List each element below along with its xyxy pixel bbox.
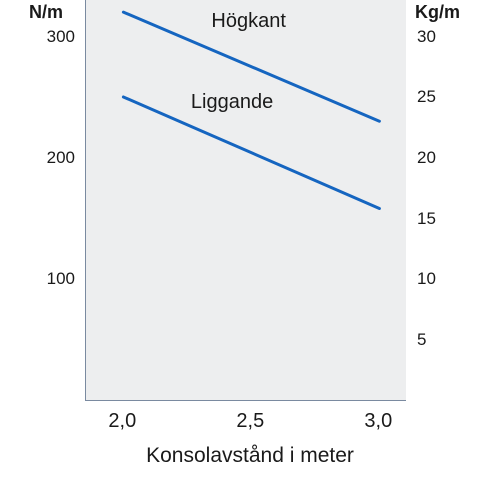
series-label: Högkant [211, 10, 286, 33]
left-tick-label: 300 [0, 27, 75, 47]
right-tick-label: 5 [417, 330, 426, 350]
right-tick-label: 15 [417, 209, 436, 229]
x-tick-label: 3,0 [364, 410, 392, 433]
right-tick-label: 20 [417, 148, 436, 168]
series-label: Liggande [191, 91, 273, 114]
left-tick-label: 100 [0, 269, 75, 289]
x-tick-label: 2,5 [236, 410, 264, 433]
load-chart: N/m Kg/m Konsolavstånd i meter 300200100… [0, 0, 500, 500]
right-tick-label: 10 [417, 269, 436, 289]
right-tick-label: 25 [417, 87, 436, 107]
x-tick-label: 2,0 [108, 410, 136, 433]
right-tick-label: 30 [417, 27, 436, 47]
left-tick-label: 200 [0, 148, 75, 168]
